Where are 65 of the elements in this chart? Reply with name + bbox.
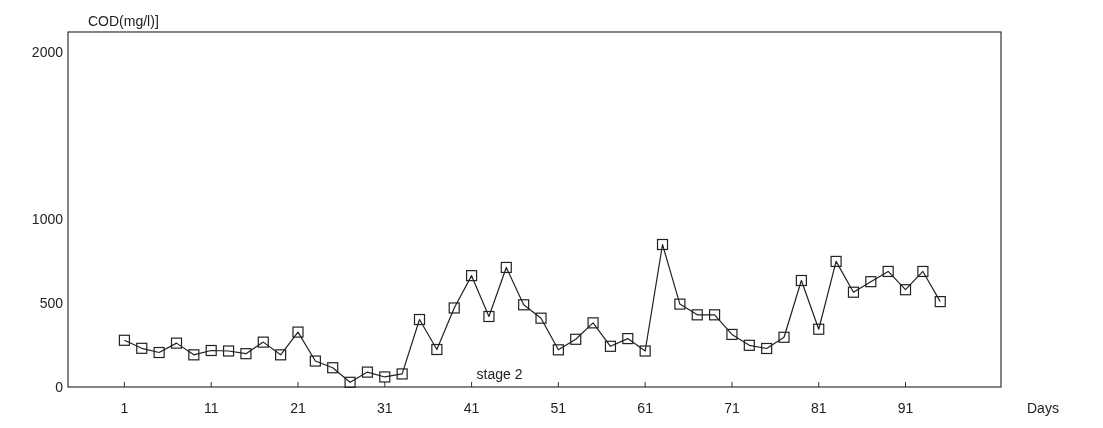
point (448, 302, 460, 314)
point (153, 346, 165, 359)
point (917, 265, 929, 278)
point (518, 299, 530, 311)
point (622, 333, 634, 345)
point (708, 309, 721, 321)
point (205, 344, 217, 357)
x-tick-label: 31 (377, 400, 393, 416)
point (170, 337, 183, 349)
x-tick-label: 71 (724, 400, 740, 416)
point (882, 265, 894, 278)
point (865, 276, 877, 288)
point (431, 343, 443, 356)
point (257, 336, 269, 348)
y-tick-label: 2000 (31, 43, 64, 60)
y-tick-label: 500 (39, 295, 64, 312)
point (465, 270, 478, 282)
point (361, 366, 374, 378)
point (778, 331, 790, 343)
point (344, 376, 356, 388)
point (691, 309, 703, 321)
x-axis-title: Days (1027, 400, 1059, 416)
x-tick-label: 51 (550, 400, 567, 416)
point (604, 340, 617, 352)
point (483, 310, 495, 323)
y-tick-label: 1000 (31, 211, 64, 228)
point (396, 368, 408, 380)
x-tick-label: 21 (290, 400, 306, 416)
x-tick-label: 41 (463, 400, 480, 416)
point (275, 349, 287, 361)
point (743, 339, 755, 351)
annotation: stage 2 (476, 366, 523, 382)
point (674, 298, 686, 310)
point (899, 284, 912, 296)
point (552, 344, 564, 356)
point (587, 317, 599, 329)
y-tick-label: 0 (55, 378, 64, 395)
x-tick-label: 1 (120, 400, 129, 416)
point (188, 349, 200, 361)
point (726, 328, 738, 341)
point (136, 342, 148, 354)
point (500, 261, 512, 274)
x-tick-label: 61 (637, 400, 654, 416)
point (830, 255, 842, 268)
point (292, 326, 304, 338)
x-tick-label: 11 (203, 400, 219, 416)
point (813, 323, 825, 335)
point (379, 371, 391, 383)
point (240, 348, 252, 360)
point (761, 342, 773, 355)
point (847, 286, 860, 298)
x-tick-label: 81 (810, 400, 827, 416)
point (118, 334, 131, 346)
point (413, 313, 426, 326)
point (535, 312, 547, 324)
point (309, 355, 321, 367)
y-axis-title: COD(mg/l)] (88, 13, 159, 29)
point (934, 296, 946, 308)
point (327, 362, 339, 374)
point (795, 274, 807, 287)
point (570, 333, 582, 345)
point (222, 345, 235, 357)
point (656, 238, 669, 251)
x-tick-label: 91 (897, 400, 914, 416)
point (639, 345, 651, 357)
